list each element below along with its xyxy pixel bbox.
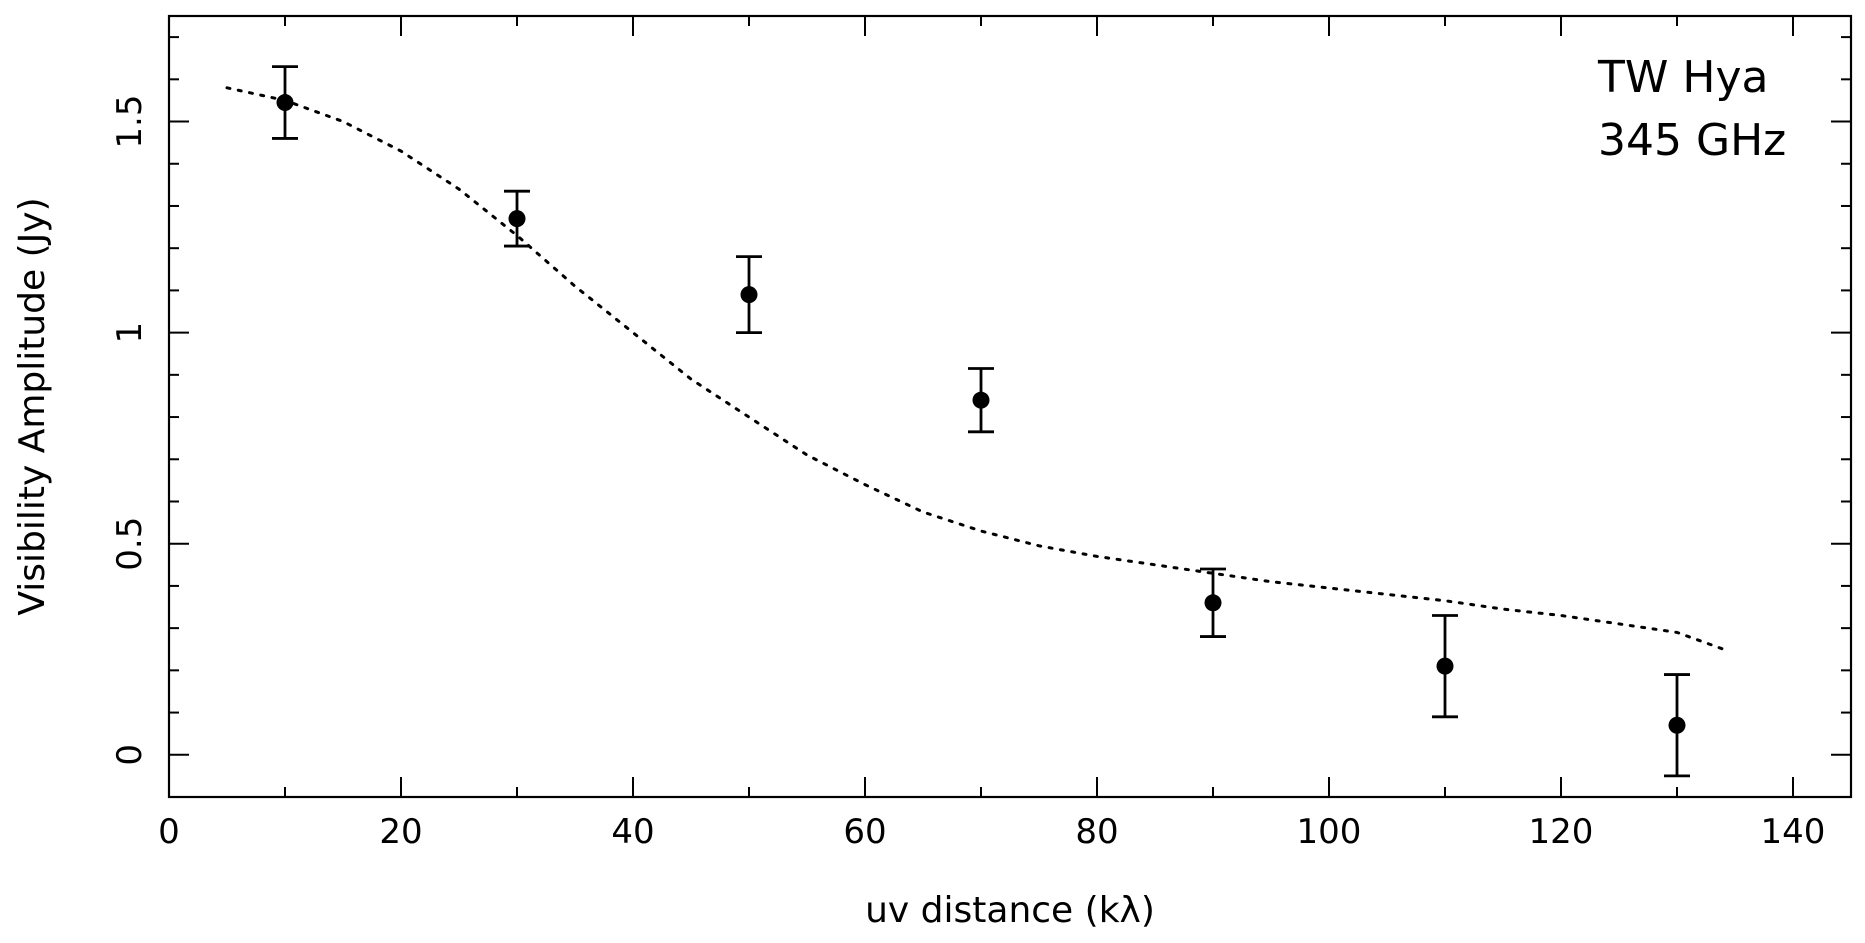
data-point [1204,594,1222,612]
data-point [1436,657,1454,675]
x-tick-label: 0 [158,812,180,852]
data-point [508,210,526,228]
x-tick-label: 60 [843,812,886,852]
x-tick-label: 40 [611,812,654,852]
plot-frame [167,14,1853,799]
y-tick-label: 0.5 [110,517,150,571]
x-tick-label: 140 [1761,812,1826,852]
y-tick-label: 1 [110,322,150,344]
x-tick-label: 80 [1075,812,1118,852]
annotation-label: 345 GHz [1598,115,1786,166]
x-tick-label: 120 [1529,812,1594,852]
x-tick-label: 100 [1297,812,1362,852]
data-point [1668,716,1686,734]
x-tick-label: 20 [379,812,422,852]
data-point [972,391,990,409]
annotation-label: TW Hya [1597,52,1768,103]
data-point [276,94,294,112]
y-axis-label: Visibility Amplitude (Jy) [12,197,53,615]
y-tick-label: 0 [110,744,150,766]
data-point [740,286,758,304]
x-axis-label: uv distance (kλ) [865,890,1155,931]
y-tick-label: 1.5 [110,95,150,149]
model-curve-line [225,86,1725,651]
